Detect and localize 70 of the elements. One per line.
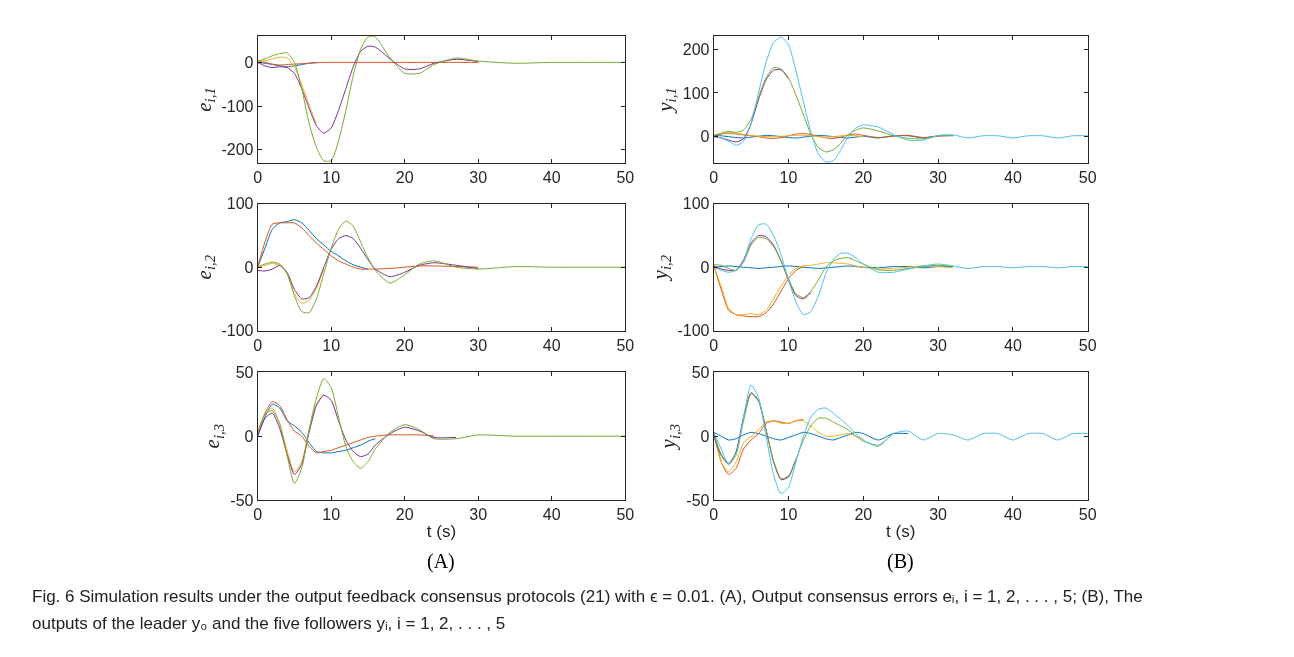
x-tick-label: 40 <box>542 169 561 187</box>
x-tick-label: 50 <box>1078 336 1097 354</box>
x-axis-title: t (s) <box>886 521 916 541</box>
x-tick-label: 30 <box>469 336 488 354</box>
line-series <box>257 222 479 270</box>
line-series <box>713 223 1088 316</box>
y-tick-label: 0 <box>700 427 710 445</box>
line-series <box>257 394 457 476</box>
y-tick-label: 0 <box>244 258 254 276</box>
y-tick-label: -50 <box>230 491 254 509</box>
y-tick-label: 0 <box>700 258 710 276</box>
line-series <box>713 67 954 153</box>
x-tick-label: 30 <box>929 506 948 524</box>
x-tick-label: 50 <box>1078 506 1097 524</box>
x-tick-label: 30 <box>469 506 488 524</box>
x-tick-label: 50 <box>616 506 635 524</box>
line-series <box>713 264 804 318</box>
x-tick-label: 10 <box>322 506 341 524</box>
y-tick-label: 50 <box>235 363 254 381</box>
line-series <box>713 262 954 316</box>
x-tick-label: 20 <box>395 169 414 187</box>
y-tick-label: 0 <box>244 427 254 445</box>
x-tick-label: 30 <box>929 169 948 187</box>
y-tick-label: -100 <box>221 97 254 115</box>
line-series <box>713 236 954 299</box>
y-tick-label: -100 <box>677 322 710 340</box>
x-tick-label: 50 <box>1078 169 1097 187</box>
x-tick-label: 40 <box>542 506 561 524</box>
line-series <box>713 431 909 441</box>
y-tick-label: 100 <box>226 195 254 213</box>
y-tick-label: -50 <box>686 491 710 509</box>
line-series <box>713 384 1088 495</box>
x-tick-label: 20 <box>854 336 873 354</box>
y-tick-label: 100 <box>682 195 710 213</box>
x-tick-label: 30 <box>929 336 948 354</box>
x-tick-label: 30 <box>469 169 488 187</box>
caption: Fig. 6 Simulation results under the output feedback consensus protocols (21) with ϵ = 0.01. (A), Output consensus errors eᵢ, i = 1, 2, . . . , 5; (B), The <box>32 587 1143 606</box>
text: outputs of the leader y₀ and the five followers yᵢ, i = 1, 2, . . . , 5 <box>32 614 506 633</box>
x-tick-label: 40 <box>1004 169 1022 187</box>
line-series <box>257 56 317 125</box>
x-tick-label: 40 <box>542 336 561 354</box>
line-series <box>257 235 479 300</box>
y-tick-label: 100 <box>682 84 710 102</box>
y-tick-label: -200 <box>221 141 254 159</box>
line-series <box>713 420 864 473</box>
y-tick-label: 200 <box>682 40 710 58</box>
line-series <box>257 36 626 162</box>
line-series <box>713 69 789 143</box>
x-tick-label: 20 <box>854 506 873 524</box>
x-axis-title: t (s) <box>426 521 457 541</box>
x-tick-label: 20 <box>395 506 414 524</box>
y-tick-label: 0 <box>244 53 254 71</box>
line-series <box>257 45 479 134</box>
x-tick-label: 10 <box>779 169 798 187</box>
y-tick-label: 0 <box>700 128 710 146</box>
x-tick-label: 40 <box>1004 336 1022 354</box>
x-tick-label: 50 <box>616 169 635 187</box>
line-series <box>713 36 1088 163</box>
x-tick-label: 40 <box>1004 506 1022 524</box>
text: (A) <box>427 550 455 573</box>
x-tick-label: 50 <box>616 336 635 354</box>
y-tick-label: -100 <box>221 322 254 340</box>
x-tick-label: 10 <box>779 506 798 524</box>
text: (B) <box>887 550 914 573</box>
x-tick-label: 10 <box>779 336 798 354</box>
x-tick-label: 10 <box>322 336 341 354</box>
x-tick-label: 20 <box>854 169 873 187</box>
x-tick-label: 20 <box>395 336 414 354</box>
x-tick-label: 10 <box>322 169 341 187</box>
y-tick-label: 50 <box>691 363 710 381</box>
